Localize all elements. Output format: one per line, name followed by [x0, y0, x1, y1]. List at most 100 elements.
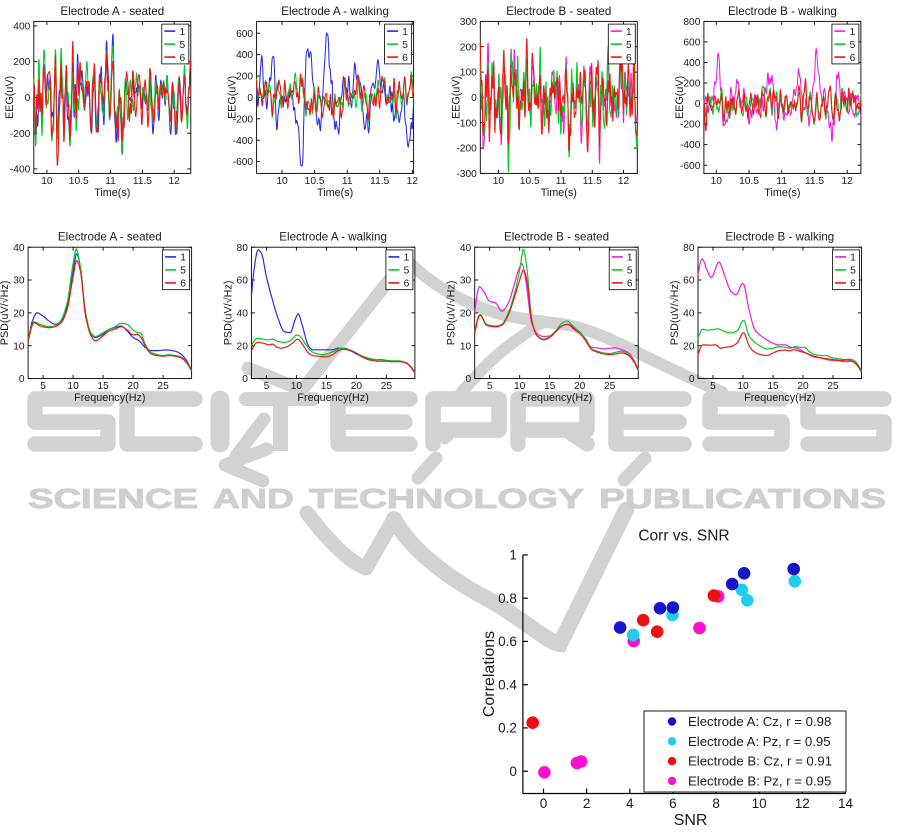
svg-text:Electrode B - seated: Electrode B - seated [504, 231, 609, 244]
svg-text:20: 20 [127, 381, 139, 392]
svg-text:200: 200 [13, 57, 30, 68]
svg-text:25: 25 [157, 381, 169, 392]
svg-text:10.5: 10.5 [69, 176, 89, 187]
svg-text:PUBLICATIONS: PUBLICATIONS [599, 483, 886, 514]
svg-text:-200: -200 [10, 129, 31, 140]
svg-text:6: 6 [180, 279, 186, 290]
svg-text:10: 10 [13, 341, 25, 352]
svg-text:Correlations: Correlations [481, 631, 498, 717]
svg-text:15: 15 [321, 381, 333, 392]
svg-text:6: 6 [850, 279, 856, 290]
svg-text:11.5: 11.5 [370, 176, 389, 187]
svg-text:Electrode B: Cz, r = 0.91: Electrode B: Cz, r = 0.91 [688, 754, 832, 769]
svg-text:25: 25 [604, 381, 616, 392]
svg-text:SCIENCE: SCIENCE [28, 483, 198, 514]
svg-text:4: 4 [626, 796, 634, 811]
svg-text:200: 200 [460, 42, 477, 53]
svg-text:PSD(uV/√Hz): PSD(uV/√Hz) [446, 281, 458, 346]
svg-text:SNR: SNR [674, 812, 708, 829]
svg-text:11: 11 [776, 176, 787, 187]
svg-text:-400: -400 [10, 165, 31, 176]
svg-text:5: 5 [850, 266, 856, 277]
svg-text:11.5: 11.5 [805, 176, 824, 187]
svg-text:0: 0 [695, 99, 701, 110]
svg-text:1: 1 [850, 253, 856, 264]
svg-text:20: 20 [13, 309, 25, 320]
svg-text:10.5: 10.5 [520, 176, 540, 187]
svg-text:PSD(uV/√Hz): PSD(uV/√Hz) [0, 281, 11, 346]
svg-text:30: 30 [460, 276, 472, 287]
svg-text:15: 15 [97, 381, 109, 392]
svg-text:60: 60 [683, 276, 695, 287]
svg-text:EEG(uV): EEG(uV) [4, 76, 16, 119]
svg-text:40: 40 [13, 243, 25, 254]
svg-text:100: 100 [460, 68, 477, 79]
svg-text:Electrode A - walking: Electrode A - walking [281, 5, 389, 18]
svg-text:Electrode A: Pz, r = 0.95: Electrode A: Pz, r = 0.95 [688, 734, 831, 749]
svg-text:0.2: 0.2 [498, 721, 517, 736]
svg-text:60: 60 [237, 276, 249, 287]
svg-text:10: 10 [493, 176, 505, 187]
svg-text:1: 1 [627, 253, 633, 264]
svg-text:15: 15 [544, 381, 556, 392]
svg-text:TECHNOLOGY: TECHNOLOGY [309, 483, 584, 514]
svg-text:-600: -600 [680, 161, 701, 172]
svg-text:800: 800 [683, 17, 700, 28]
svg-text:EEG(uV): EEG(uV) [450, 76, 462, 119]
svg-text:0: 0 [471, 93, 477, 104]
svg-text:Corr vs. SNR: Corr vs. SNR [638, 528, 729, 545]
svg-text:5: 5 [710, 381, 716, 392]
svg-text:Electrode B - walking: Electrode B - walking [725, 231, 834, 244]
svg-text:-200: -200 [680, 120, 701, 131]
svg-text:12: 12 [407, 176, 419, 187]
svg-text:0: 0 [19, 374, 25, 385]
svg-text:Frequency(Hz): Frequency(Hz) [521, 392, 592, 404]
svg-text:400: 400 [236, 50, 253, 61]
svg-text:-200: -200 [456, 144, 477, 155]
svg-text:200: 200 [683, 79, 700, 90]
svg-text:PSD(uV/√Hz): PSD(uV/√Hz) [222, 281, 234, 346]
svg-text:Time(s): Time(s) [541, 187, 577, 199]
svg-text:Electrode B: Pz, r = 0.95: Electrode B: Pz, r = 0.95 [688, 774, 831, 789]
svg-text:80: 80 [683, 243, 695, 254]
svg-text:6: 6 [404, 279, 410, 290]
svg-text:-400: -400 [680, 140, 701, 151]
svg-text:Frequency(Hz): Frequency(Hz) [74, 392, 145, 404]
svg-text:0.6: 0.6 [498, 634, 517, 649]
svg-text:600: 600 [236, 29, 253, 40]
svg-text:300: 300 [460, 17, 477, 28]
svg-text:8: 8 [712, 796, 720, 811]
svg-text:11: 11 [342, 176, 353, 187]
svg-text:12: 12 [618, 176, 630, 187]
svg-text:5: 5 [180, 266, 186, 277]
svg-text:Electrode A - walking: Electrode A - walking [279, 231, 387, 244]
svg-text:5: 5 [264, 381, 270, 392]
svg-text:5: 5 [404, 266, 410, 277]
svg-text:Electrode A: Cz, r = 0.98: Electrode A: Cz, r = 0.98 [688, 714, 831, 729]
svg-text:0: 0 [540, 796, 548, 811]
svg-text:Electrode B - seated: Electrode B - seated [506, 5, 611, 18]
svg-text:-100: -100 [456, 118, 477, 129]
svg-text:0: 0 [689, 374, 695, 385]
svg-text:-200: -200 [233, 114, 254, 125]
svg-text:EEG(uV): EEG(uV) [227, 76, 239, 119]
svg-text:10: 10 [41, 176, 53, 187]
svg-text:0.4: 0.4 [498, 677, 517, 692]
svg-text:40: 40 [460, 243, 472, 254]
svg-text:5: 5 [402, 40, 408, 51]
svg-text:10: 10 [460, 341, 472, 352]
svg-text:400: 400 [13, 22, 30, 33]
svg-text:20: 20 [460, 309, 472, 320]
svg-text:-600: -600 [233, 157, 254, 168]
svg-text:Time(s): Time(s) [94, 187, 130, 199]
svg-text:10: 10 [67, 381, 79, 392]
svg-text:10: 10 [276, 176, 288, 187]
svg-text:11: 11 [105, 176, 116, 187]
svg-text:1: 1 [402, 27, 408, 38]
svg-text:Electrode B - walking: Electrode B - walking [728, 5, 837, 18]
svg-text:10: 10 [752, 796, 767, 811]
svg-text:14: 14 [838, 796, 854, 811]
svg-text:25: 25 [381, 381, 393, 392]
svg-text:20: 20 [683, 341, 695, 352]
svg-text:20: 20 [237, 341, 249, 352]
